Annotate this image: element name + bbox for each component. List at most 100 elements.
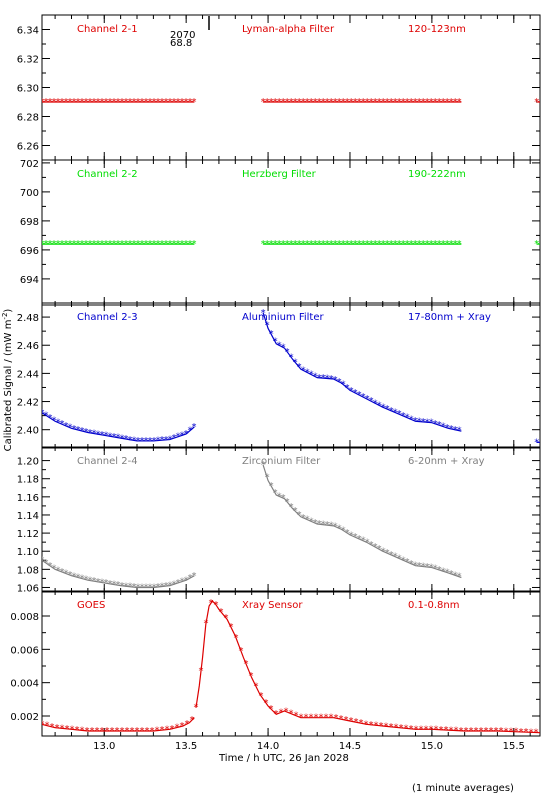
data-point: *: [52, 97, 57, 108]
data-point: *: [369, 396, 374, 407]
data-point: *: [45, 721, 50, 732]
data-point: *: [397, 553, 402, 564]
data-point: *: [48, 561, 53, 572]
data-point: *: [337, 239, 342, 250]
data-point: *: [60, 567, 65, 578]
data-point: *: [130, 726, 135, 737]
data-point: *: [298, 713, 303, 724]
panel-band-label: 190-222nm: [408, 169, 466, 180]
data-point: *: [443, 725, 448, 736]
data-point: *: [409, 414, 414, 425]
data-point: *: [192, 239, 197, 250]
y-tick-label: 1.18: [17, 475, 39, 486]
data-point: *: [337, 523, 342, 534]
data-point: *: [468, 726, 473, 737]
data-point: *: [108, 431, 113, 442]
data-point: *: [357, 534, 362, 545]
data-point: *: [285, 97, 290, 108]
data-point: *: [301, 97, 306, 108]
data-point: *: [112, 580, 117, 591]
data-point: *: [170, 724, 175, 735]
data-point: *: [297, 510, 302, 521]
data-point: *: [293, 239, 298, 250]
data-point: *: [488, 726, 493, 737]
data-point: *: [428, 724, 433, 735]
data-point: *: [433, 239, 438, 250]
data-point: *: [285, 239, 290, 250]
panel-band-label: 0.1-0.8nm: [408, 600, 460, 611]
data-point: *: [136, 582, 141, 593]
data-point: *: [413, 416, 418, 427]
y-tick-label: 1.12: [17, 529, 39, 540]
data-point: *: [140, 239, 145, 250]
data-point: *: [393, 408, 398, 419]
data-point: *: [65, 724, 70, 735]
data-point: *: [401, 239, 406, 250]
data-point: *: [48, 97, 53, 108]
data-point: *: [405, 97, 410, 108]
data-point: *: [381, 97, 386, 108]
data-point: *: [421, 97, 426, 108]
data-point: *: [140, 97, 145, 108]
data-point: *: [105, 726, 110, 737]
panel-frame: [41, 159, 541, 306]
data-point: *: [76, 97, 81, 108]
panel-channel-label: GOES: [77, 600, 105, 611]
data-point: *: [309, 369, 314, 380]
data-point: *: [368, 720, 373, 731]
data-point: *: [80, 574, 85, 585]
data-point: *: [104, 97, 109, 108]
data-point: *: [172, 97, 177, 108]
data-point: *: [333, 239, 338, 250]
series-2: * * * * * * * * * * * * * * * * * * * * * * * * * * * * * * * * * * * * * * * *…: [42, 239, 540, 250]
data-point: *: [429, 418, 434, 429]
data-point: *: [128, 97, 133, 108]
data-point: *: [283, 707, 288, 718]
data-point: *: [503, 726, 508, 737]
data-point: *: [120, 239, 125, 250]
data-point: *: [425, 562, 430, 573]
panel-1: 6.26 6.28 6.30 6.32 6.34 Channel 2-1 Lyman-alp…: [17, 14, 541, 161]
data-point: *: [116, 97, 121, 108]
x-tick-label: 14.5: [339, 741, 361, 752]
data-point: *: [156, 239, 161, 250]
data-point: *: [453, 239, 458, 250]
data-point: *: [68, 423, 73, 434]
data-point: *: [76, 572, 81, 583]
data-point: *: [261, 308, 266, 319]
data-point: *: [373, 239, 378, 250]
data-point: *: [278, 707, 283, 718]
data-point: *: [329, 239, 334, 250]
data-point: *: [445, 97, 450, 108]
data-point: *: [84, 427, 89, 438]
data-point: *: [52, 564, 57, 575]
data-point: *: [56, 97, 61, 108]
data-point: *: [293, 506, 298, 517]
data-point: *: [397, 409, 402, 420]
data-point: *: [448, 725, 453, 736]
data-point: *: [285, 497, 290, 508]
data-point: *: [80, 725, 85, 736]
data-point: *: [152, 239, 157, 250]
panel-2: 694 696 698 700 702 Channel 2-2 Herzberg Filte…: [20, 159, 541, 306]
data-point: *: [293, 97, 298, 108]
data-point: *: [401, 411, 406, 422]
x-tick-label: 13.5: [175, 741, 197, 752]
data-point: *: [433, 419, 438, 430]
data-point: *: [373, 398, 378, 409]
data-point: *: [289, 502, 294, 513]
data-point: *: [156, 436, 161, 447]
data-point: *: [265, 239, 270, 250]
data-point: *: [378, 721, 383, 732]
data-point: *: [437, 420, 442, 431]
data-point: *: [116, 239, 121, 250]
data-point: *: [389, 239, 394, 250]
data-point: *: [323, 713, 328, 724]
data-point: *: [56, 565, 61, 576]
data-point: *: [88, 239, 93, 250]
data-point: *: [145, 726, 150, 737]
y-tick-label: 1.06: [17, 583, 39, 594]
data-point: *: [353, 97, 358, 108]
data-point: *: [120, 433, 125, 444]
top-annotation-line1: 2070: [170, 30, 195, 41]
